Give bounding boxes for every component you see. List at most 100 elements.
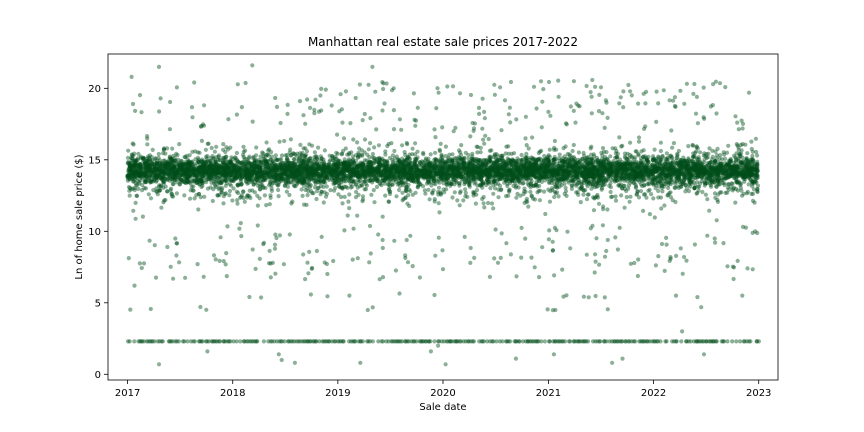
- data-point: [743, 165, 748, 170]
- data-point: [450, 175, 455, 180]
- data-point: [264, 159, 269, 164]
- data-point: [172, 155, 177, 161]
- data-point: [668, 164, 673, 169]
- data-point: [657, 172, 663, 177]
- data-point: [651, 156, 656, 161]
- data-point: [636, 173, 641, 178]
- data-point: [336, 171, 342, 176]
- data-point: [547, 171, 552, 176]
- data-point: [490, 166, 495, 171]
- data-point: [475, 164, 480, 169]
- data-point: [394, 169, 399, 174]
- data-point: [199, 174, 204, 179]
- data-point: [139, 166, 144, 172]
- data-point: [541, 174, 547, 179]
- data-point: [433, 164, 438, 169]
- data-point: [136, 167, 141, 172]
- data-point: [186, 172, 191, 177]
- data-point: [361, 167, 366, 172]
- data-point: [472, 160, 477, 165]
- data-point: [389, 165, 394, 170]
- data-point: [371, 174, 377, 179]
- data-point: [221, 166, 226, 171]
- data-point: [255, 164, 260, 170]
- data-point: [495, 162, 500, 167]
- data-point: [510, 170, 516, 175]
- data-point: [213, 172, 219, 177]
- data-point: [713, 176, 718, 181]
- data-point: [432, 165, 437, 170]
- data-point: [254, 170, 259, 175]
- data-point: [679, 168, 684, 173]
- data-point: [366, 171, 371, 176]
- data-point: [443, 176, 448, 181]
- data-point: [141, 159, 146, 164]
- data-point: [462, 164, 467, 170]
- data-point: [137, 171, 142, 176]
- data-point: [412, 176, 417, 181]
- data-point: [218, 176, 223, 181]
- data-point: [284, 173, 290, 178]
- data-point: [235, 158, 240, 163]
- data-point: [358, 172, 363, 177]
- data-point: [612, 165, 617, 170]
- data-point: [314, 173, 319, 178]
- data-point: [695, 175, 700, 180]
- data-point: [327, 167, 332, 172]
- data-point: [277, 161, 283, 166]
- data-point: [480, 169, 485, 174]
- data-point: [271, 168, 276, 173]
- data-point: [740, 160, 745, 165]
- data-point: [566, 158, 572, 163]
- data-point: [419, 173, 424, 178]
- data-point: [523, 163, 528, 168]
- data-point: [170, 161, 175, 166]
- data-point: [749, 173, 754, 178]
- data-point: [279, 165, 284, 170]
- data-point: [362, 174, 367, 180]
- data-point: [528, 168, 533, 173]
- data-point: [699, 163, 705, 169]
- data-point: [183, 168, 188, 173]
- data-point: [434, 172, 439, 177]
- data-point: [614, 160, 619, 165]
- data-point: [155, 168, 160, 173]
- data-point: [716, 178, 721, 183]
- data-point: [534, 169, 540, 174]
- data-point: [627, 162, 632, 167]
- data-point: [278, 163, 283, 168]
- data-point: [563, 169, 568, 174]
- data-point: [523, 175, 528, 180]
- data-point: [578, 165, 583, 170]
- data-point: [554, 175, 559, 180]
- data-point: [128, 168, 133, 173]
- data-point: [527, 164, 532, 169]
- data-point: [273, 162, 278, 167]
- data-point: [587, 173, 592, 178]
- data-point: [408, 166, 413, 171]
- data-point: [209, 172, 214, 177]
- data-point: [647, 171, 652, 176]
- data-point: [125, 178, 130, 183]
- data-point: [203, 165, 208, 170]
- data-point: [708, 168, 713, 173]
- data-point: [680, 162, 685, 167]
- data-point: [546, 163, 551, 168]
- data-point: [457, 172, 462, 177]
- data-point: [172, 165, 177, 170]
- data-point: [613, 177, 618, 182]
- data-point: [468, 160, 473, 165]
- data-point: [279, 153, 285, 158]
- data-point: [562, 154, 567, 159]
- data-point: [271, 168, 276, 173]
- data-point: [754, 172, 759, 177]
- data-point: [734, 168, 739, 173]
- data-point: [157, 172, 162, 177]
- data-point: [278, 179, 283, 184]
- data-point: [624, 174, 629, 179]
- data-point: [161, 168, 166, 174]
- data-point: [738, 169, 744, 174]
- data-point: [701, 172, 707, 177]
- data-point: [201, 173, 206, 178]
- data-point: [742, 172, 747, 177]
